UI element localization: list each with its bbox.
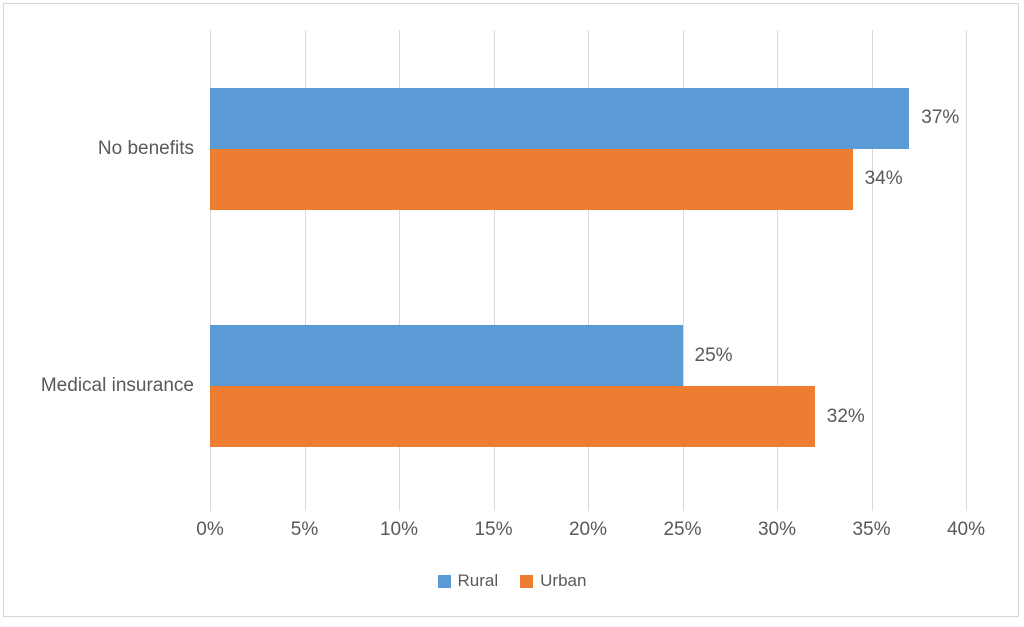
x-axis-tick-mark [399,505,400,511]
gridline [493,30,495,505]
urban-legend-label: Urban [540,571,587,590]
gridline [871,30,873,505]
bar-rural-0 [210,87,910,149]
x-axis-tick-label: 25% [663,519,702,540]
x-axis-tick-mark [777,505,778,511]
x-axis-tick-label: 40% [946,519,986,540]
gridline [304,30,306,505]
bar-rural-1 [210,325,683,387]
gridline [399,30,400,505]
x-axis-tick-label: 5% [290,519,319,540]
data-label: 25% [694,344,733,366]
bar-urban-1 [210,386,815,448]
data-label: 32% [826,405,865,427]
gridline [210,30,211,505]
x-axis-tick-mark [682,505,684,511]
x-axis-tick-mark [588,505,589,511]
x-axis-tick-mark [493,505,495,511]
x-axis-tick-label: 15% [474,519,513,540]
category-label: Medical insurance [40,375,194,397]
x-axis-tick-label: 30% [757,519,797,540]
chart-legend: Rural Urban [0,566,1024,596]
legend-item-urban: Urban [520,571,586,591]
plot-area [210,30,967,505]
x-axis-tick-mark [210,505,211,511]
x-axis-tick-label: 20% [568,519,608,540]
x-axis-tick-mark [871,505,873,511]
x-axis-tick-label: 10% [379,519,419,540]
bar-urban-0 [210,148,853,210]
gridline [966,30,967,505]
x-axis-tick-mark [966,505,967,511]
gridline [588,30,589,505]
data-label: 34% [864,168,903,190]
data-label: 37% [921,107,960,129]
rural-legend-label: Rural [457,571,499,590]
legend-item-rural: Rural [437,571,499,591]
category-label: No benefits [97,137,194,159]
x-axis-tick-mark [304,505,306,511]
gridline [777,30,778,505]
x-axis-tick-label: 0% [196,519,224,540]
gridline [682,30,684,505]
rural-legend-swatch-icon [437,574,451,588]
urban-legend-swatch-icon [520,574,534,588]
x-axis-tick-label: 35% [852,519,891,540]
